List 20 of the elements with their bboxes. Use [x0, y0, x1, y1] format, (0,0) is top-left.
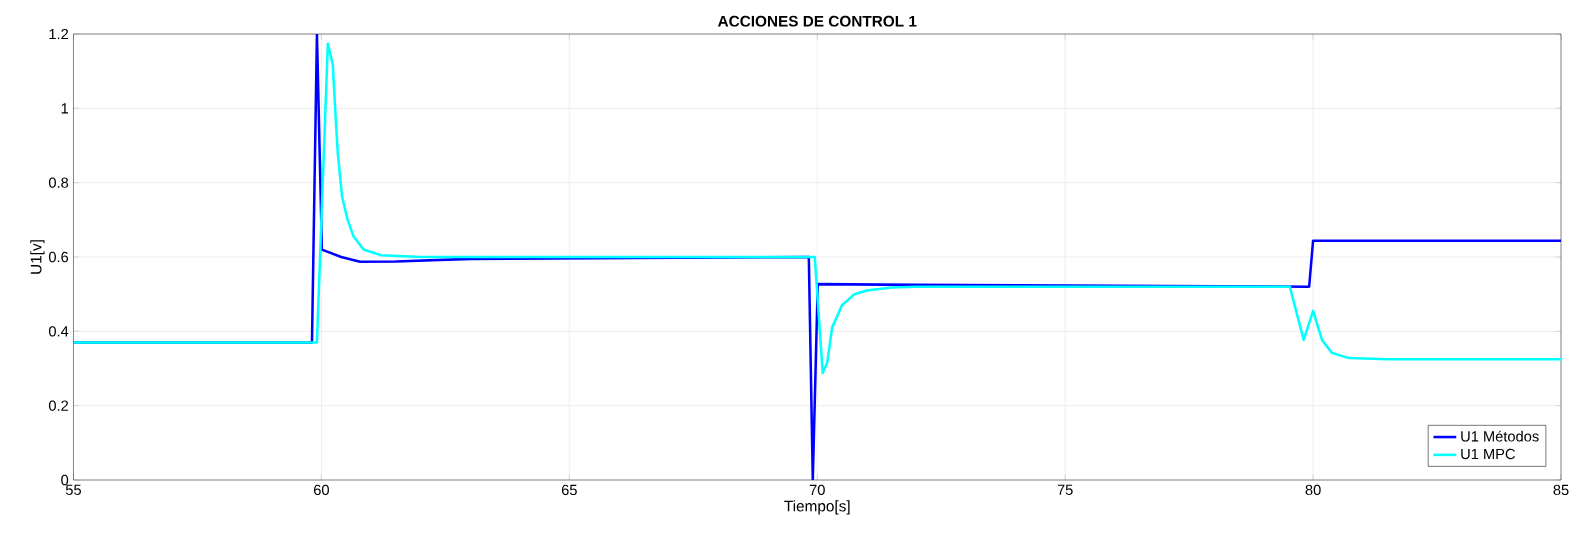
- chart-title: ACCIONES DE CONTROL 1: [717, 15, 917, 27]
- y-tick-label: 0.2: [48, 400, 69, 411]
- legend-label: U1 Métodos: [1461, 430, 1539, 442]
- y-tick-label: 0: [61, 474, 69, 486]
- y-tick-label: 0.8: [48, 177, 69, 188]
- x-tick-label: 60: [313, 484, 329, 496]
- legend-label: U1 MPC: [1461, 448, 1515, 460]
- y-tick-label: 1.2: [49, 28, 69, 40]
- x-tick-label: 80: [1305, 484, 1321, 496]
- y-tick-label: 1: [61, 103, 69, 114]
- line-series: [73, 42, 1562, 375]
- x-axis-title: Tiempo[s]: [784, 500, 850, 515]
- y-axis-title: U1[v]: [30, 240, 45, 274]
- y-tick-label: 0.6: [48, 251, 69, 263]
- x-tick-label: 55: [65, 484, 81, 495]
- x-tick-label: 85: [1553, 484, 1569, 496]
- x-tick-label: 75: [1057, 484, 1073, 495]
- x-tick-label: 65: [561, 484, 577, 496]
- y-tick-label: 0.4: [48, 326, 69, 337]
- x-tick-label: 70: [809, 484, 825, 496]
